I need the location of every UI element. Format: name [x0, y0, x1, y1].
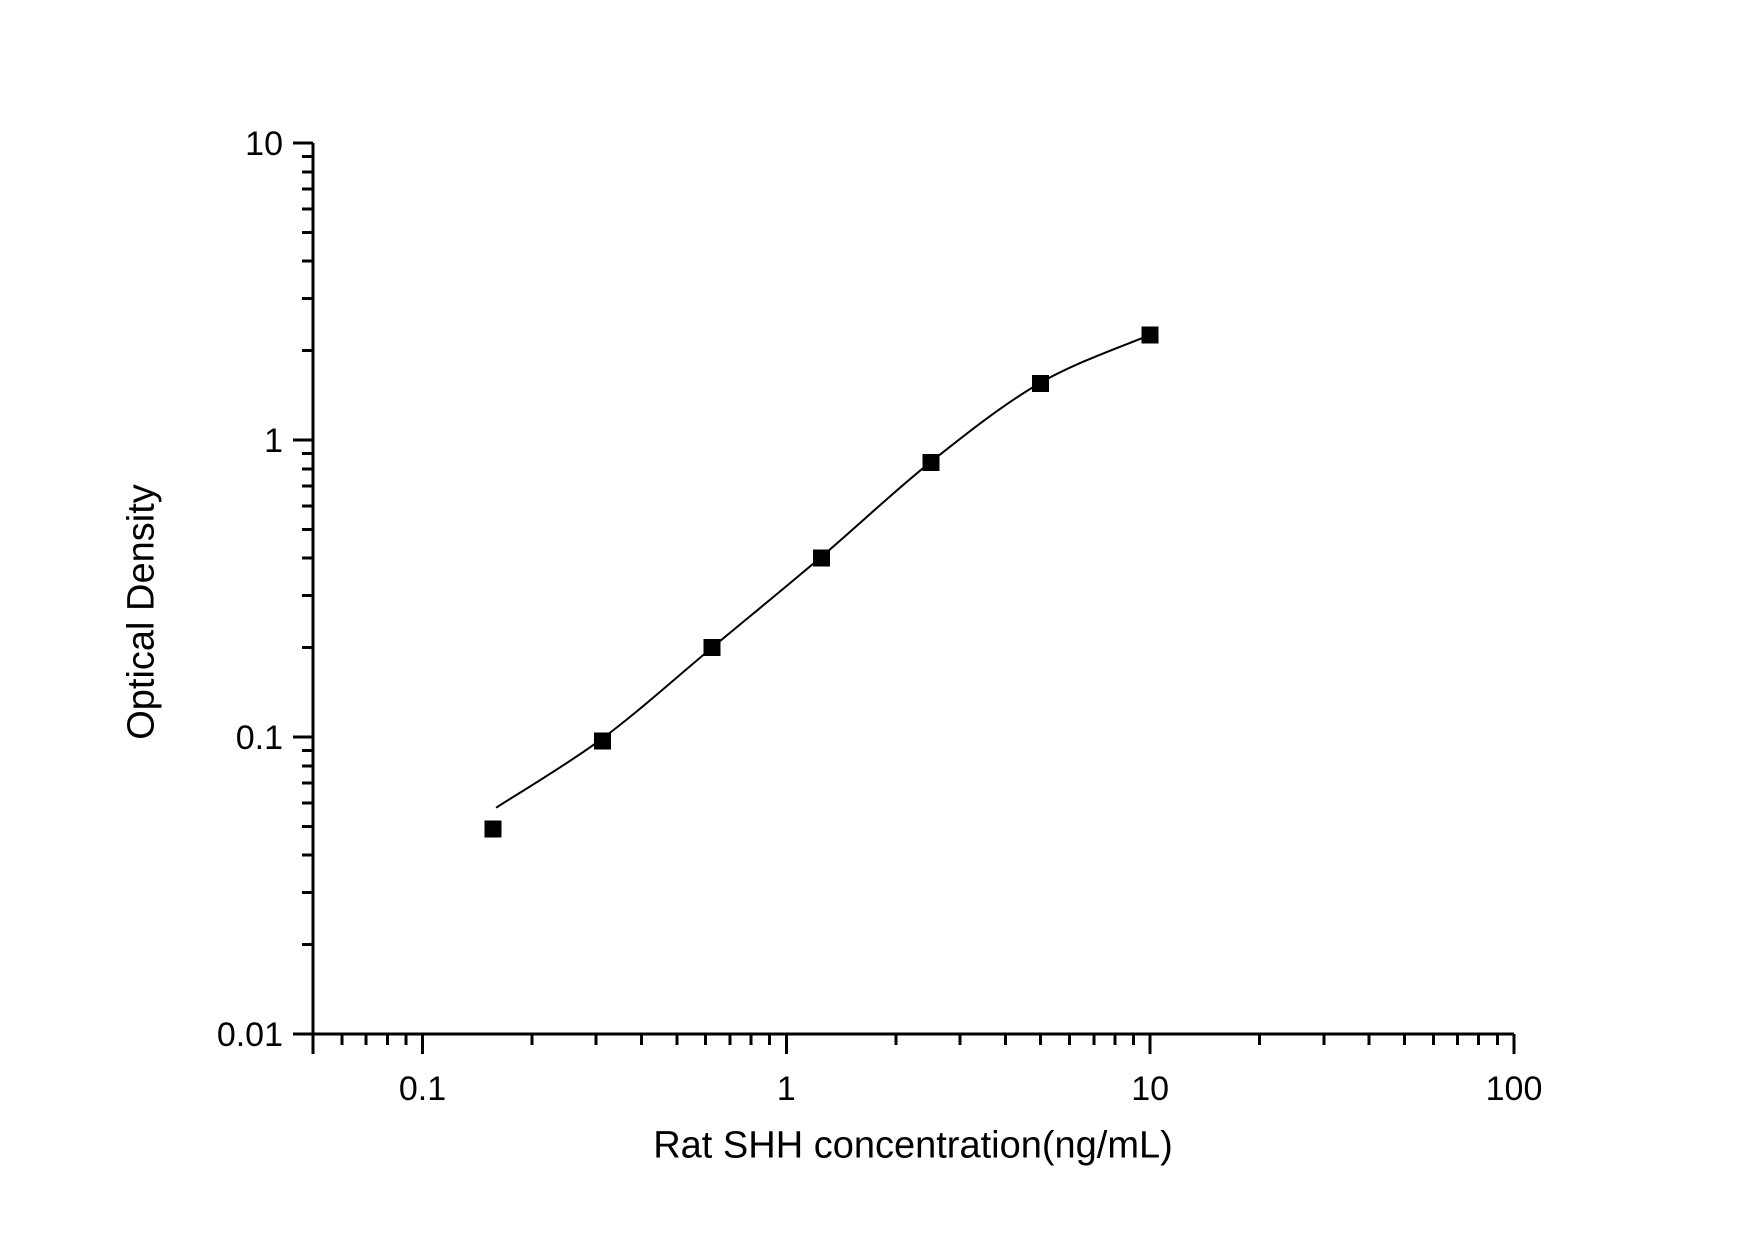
- data-point-marker: [813, 549, 831, 567]
- data-point-marker: [484, 820, 502, 838]
- data-point-marker: [922, 454, 940, 471]
- x-tick-label: 0.1: [399, 1070, 446, 1108]
- data-point-marker: [1141, 326, 1159, 344]
- y-tick-label: 10: [245, 125, 283, 163]
- y-axis-tick-labels: 0.01 0.1 1 10: [217, 125, 283, 1054]
- x-axis-title: Rat SHH concentration(ng/mL): [653, 1124, 1173, 1167]
- y-tick-label: 0.1: [236, 719, 283, 757]
- data-point-marker: [703, 639, 721, 657]
- y-axis-ticks: [293, 141, 313, 1036]
- x-tick-label: 1: [777, 1070, 796, 1108]
- x-tick-label: 10: [1131, 1070, 1169, 1108]
- x-tick-label: 100: [1486, 1070, 1543, 1108]
- x-axis-ticks: [311, 1034, 1516, 1054]
- y-tick-label: 0.01: [217, 1016, 283, 1054]
- data-point-marker: [594, 732, 612, 750]
- data-point-marker: [1032, 375, 1050, 392]
- y-axis-title: Optical Density: [120, 484, 163, 740]
- y-tick-label: 1: [264, 422, 283, 460]
- x-axis-tick-labels: 0.1 1 10 100: [399, 1070, 1542, 1108]
- data-point-markers: [484, 326, 1159, 838]
